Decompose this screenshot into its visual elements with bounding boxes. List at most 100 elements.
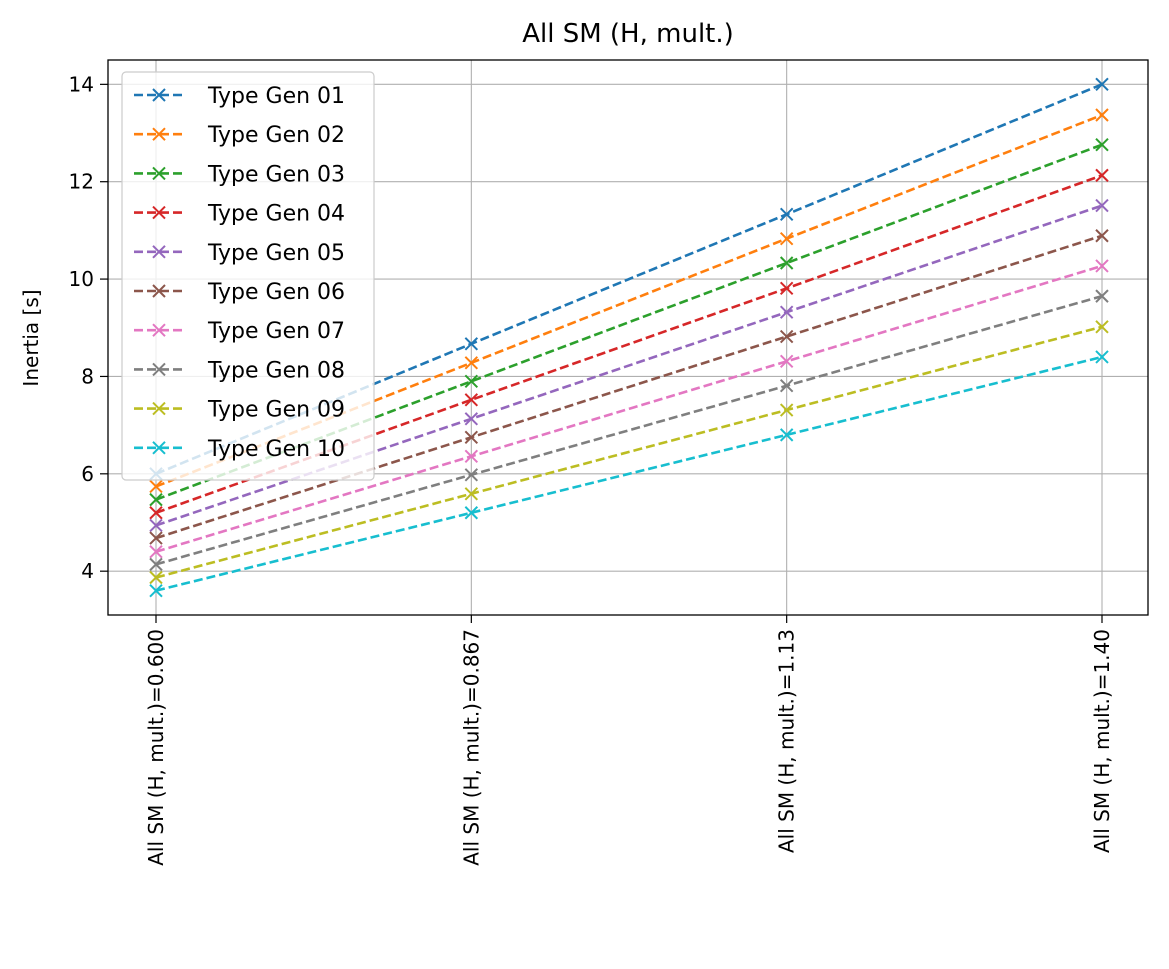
series-type-gen-03 xyxy=(149,138,1109,507)
data-point-marker xyxy=(152,127,166,141)
legend-label: Type Gen 06 xyxy=(207,280,345,305)
legend-label: Type Gen 09 xyxy=(207,398,345,423)
series-line xyxy=(155,234,1103,540)
series-type-gen-06 xyxy=(149,229,1109,545)
legend-label: Type Gen 01 xyxy=(207,84,345,109)
data-point-marker xyxy=(149,518,163,533)
series-line xyxy=(155,204,1103,527)
y-tick-label: 12 xyxy=(69,170,94,194)
plot-frame xyxy=(107,59,1149,616)
legend-item: Type Gen 01 xyxy=(134,84,345,109)
data-point-marker xyxy=(1095,350,1109,364)
data-point-marker xyxy=(1095,138,1109,152)
data-point-marker xyxy=(149,531,163,545)
data-point-marker xyxy=(1095,198,1109,213)
data-point-marker xyxy=(464,430,479,445)
data-point-marker xyxy=(464,487,479,501)
data-point-marker xyxy=(149,492,163,507)
data-point-marker xyxy=(464,468,479,482)
x-tick-label: All SM (H, mult.)=0.867 xyxy=(459,629,483,866)
data-point-marker xyxy=(152,88,166,102)
series-type-gen-04 xyxy=(149,168,1109,520)
series-layer xyxy=(149,77,1109,598)
data-point-marker xyxy=(152,205,166,220)
legend-item: Type Gen 04 xyxy=(134,202,345,227)
legend-label: Type Gen 05 xyxy=(207,241,345,266)
series-type-gen-07 xyxy=(149,259,1109,559)
series-type-gen-05 xyxy=(149,198,1109,533)
data-point-marker xyxy=(152,323,166,337)
data-point-marker xyxy=(464,449,479,463)
y-tick-label: 14 xyxy=(69,72,94,96)
series-line xyxy=(155,264,1103,553)
data-point-marker xyxy=(464,412,479,426)
legend-item: Type Gen 07 xyxy=(134,319,345,344)
legend-item: Type Gen 02 xyxy=(134,123,345,148)
data-point-marker xyxy=(149,570,163,585)
series-line xyxy=(155,294,1103,566)
series-line xyxy=(155,355,1103,592)
data-point-marker xyxy=(779,305,794,319)
legend-item: Type Gen 05 xyxy=(134,241,345,266)
data-point-marker xyxy=(1095,259,1109,273)
data-point-marker xyxy=(152,401,166,416)
legend-label: Type Gen 04 xyxy=(207,202,345,227)
data-point-marker xyxy=(779,428,794,442)
y-tick-label: 10 xyxy=(69,267,94,291)
legend-label: Type Gen 07 xyxy=(207,319,345,344)
data-point-marker xyxy=(1095,320,1109,334)
data-point-marker xyxy=(464,337,479,351)
legend-label: Type Gen 08 xyxy=(207,358,345,383)
data-point-marker xyxy=(464,506,479,520)
data-point-marker xyxy=(152,441,166,455)
legend-item: Type Gen 06 xyxy=(134,280,345,305)
data-point-marker xyxy=(779,329,794,344)
data-point-marker xyxy=(464,356,479,370)
legend-label: Type Gen 03 xyxy=(207,162,345,187)
series-type-gen-08 xyxy=(149,289,1109,572)
data-point-marker xyxy=(1095,168,1109,183)
data-point-marker xyxy=(1095,108,1109,122)
data-point-marker xyxy=(149,557,163,572)
data-point-marker xyxy=(1095,289,1109,303)
y-tick-label: 8 xyxy=(81,364,94,388)
data-point-marker xyxy=(779,281,794,296)
y-tick-label: 4 xyxy=(81,559,94,583)
data-point-marker xyxy=(149,545,163,559)
data-point-marker xyxy=(149,479,163,494)
data-point-marker xyxy=(152,166,166,181)
legend-item: Type Gen 10 xyxy=(134,437,345,462)
y-axis-label: Inertia [s] xyxy=(19,289,43,386)
data-point-marker xyxy=(779,378,794,393)
data-point-marker xyxy=(779,207,794,222)
data-point-marker xyxy=(152,245,166,259)
legend-item: Type Gen 08 xyxy=(134,358,345,383)
data-point-marker xyxy=(1095,77,1109,92)
axes: All SM (H, mult.)=0.600 All SM (H, mult.)… xyxy=(69,72,1114,865)
series-line xyxy=(155,174,1103,514)
data-point-marker xyxy=(152,362,166,377)
x-tick-label: All SM (H, mult.)=1.40 xyxy=(1090,629,1114,853)
series-line xyxy=(155,325,1103,579)
legend-box xyxy=(121,71,375,481)
data-point-marker xyxy=(149,506,163,520)
chart-title: All SM (H, mult.) xyxy=(522,19,734,49)
data-point-marker xyxy=(464,374,479,389)
legend: Type Gen 01 Type Gen 02 Type Gen 03 Type Ge… xyxy=(121,71,375,481)
y-tick-label: 6 xyxy=(81,462,94,486)
data-point-marker xyxy=(779,256,794,270)
data-point-marker xyxy=(779,354,794,369)
data-point-marker xyxy=(152,284,166,298)
data-point-marker xyxy=(464,393,479,407)
data-point-marker xyxy=(779,231,794,246)
legend-label: Type Gen 02 xyxy=(207,123,345,148)
x-tick-label: All SM (H, mult.)=1.13 xyxy=(775,629,799,853)
x-tick-label: All SM (H, mult.)=0.600 xyxy=(144,629,168,866)
data-point-marker xyxy=(149,583,163,598)
legend-item: Type Gen 09 xyxy=(134,398,345,423)
legend-label: Type Gen 10 xyxy=(207,437,345,462)
data-point-marker xyxy=(779,403,794,417)
series-type-gen-10 xyxy=(149,350,1109,598)
legend-item: Type Gen 03 xyxy=(134,162,345,187)
